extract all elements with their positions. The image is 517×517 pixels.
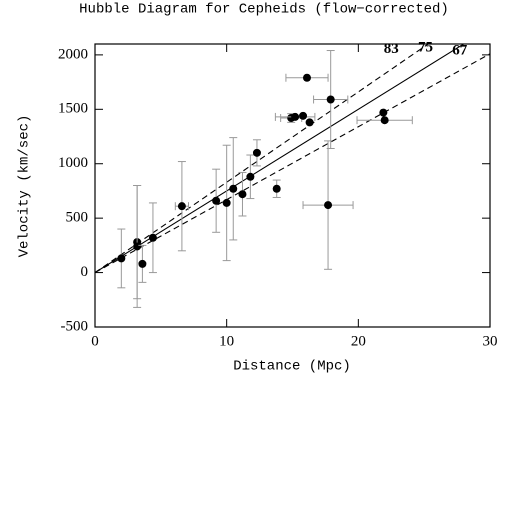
point (177, 202, 186, 211)
point (133, 242, 142, 251)
x-tick-label: 0 (91, 333, 99, 349)
y-tick-label: 2000 (58, 46, 88, 62)
point (324, 201, 333, 210)
point (379, 108, 388, 117)
point (380, 116, 389, 125)
point (212, 196, 221, 205)
x-axis-label: Distance (Mpc) (233, 359, 351, 375)
hubble-line (95, 53, 490, 274)
point (138, 259, 147, 268)
point (291, 112, 300, 121)
y-axis-label: Velocity (km/sec) (17, 115, 33, 258)
point (326, 95, 335, 104)
point (252, 148, 261, 157)
x-tick-label: 10 (219, 333, 234, 349)
point (222, 198, 231, 207)
line-label: 75 (418, 40, 433, 56)
point (299, 111, 308, 120)
y-tick-label: 500 (66, 210, 89, 226)
point (117, 254, 126, 263)
point (148, 233, 157, 242)
y-tick-label: -500 (61, 318, 89, 334)
line-label: 83 (384, 41, 399, 57)
point (305, 118, 314, 127)
plot-frame (94, 43, 491, 328)
x-tick-label: 30 (483, 333, 498, 349)
plot-area (95, 44, 490, 308)
point (229, 184, 238, 193)
point (238, 190, 247, 199)
point (302, 73, 311, 82)
hubble-line (95, 44, 465, 274)
x-tick-label: 20 (351, 333, 366, 349)
line-label: 67 (452, 42, 468, 58)
point (246, 172, 255, 181)
y-tick-label: 1500 (58, 101, 88, 117)
chart-title: Hubble Diagram for Cepheids (flow−correc… (79, 2, 449, 18)
y-tick-label: 0 (81, 264, 89, 280)
point (272, 184, 281, 193)
y-tick-label: 1000 (58, 155, 88, 171)
